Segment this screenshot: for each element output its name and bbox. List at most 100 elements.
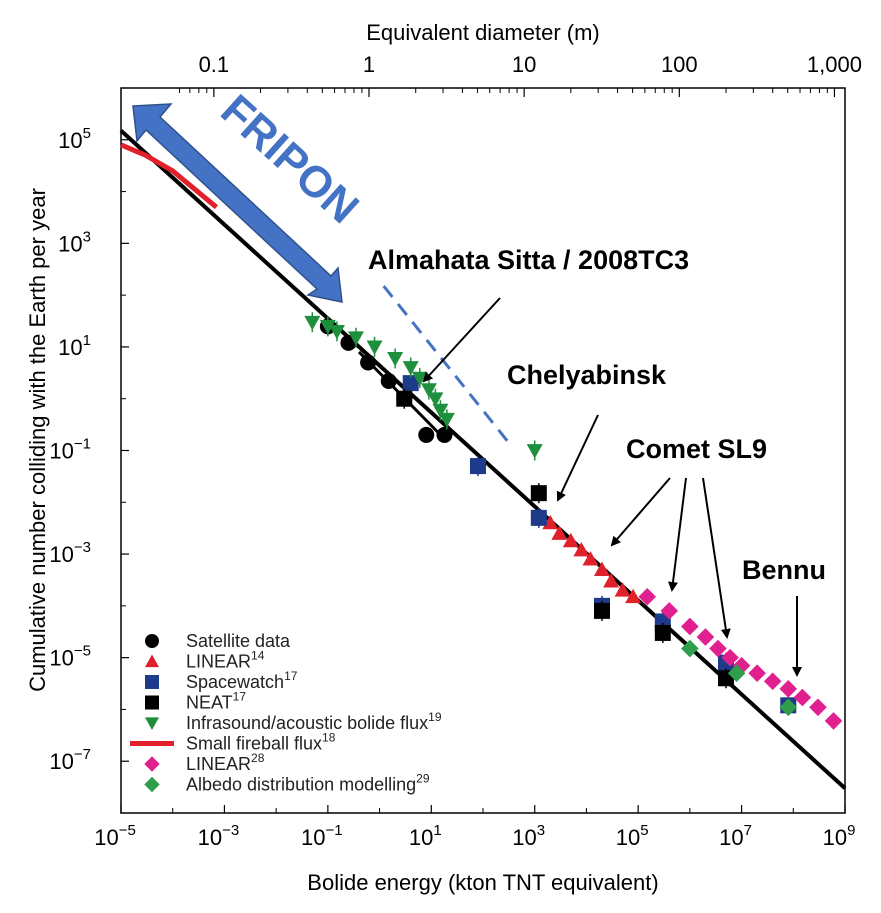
- point-linear: [573, 541, 590, 557]
- point-satellite-data: [436, 426, 453, 443]
- point-linear: [625, 588, 642, 604]
- point-linear: [593, 561, 610, 577]
- point-linear: [721, 648, 739, 667]
- legend-label: Small fireball flux18: [186, 731, 336, 754]
- x-axis-title: Bolide energy (kton TNT equivalent): [307, 870, 658, 895]
- point-linear: [763, 672, 782, 691]
- y-tick-label: 103: [58, 228, 91, 256]
- y-axis-title: Cumulative number colliding with the Ear…: [25, 188, 50, 692]
- point-linear: [824, 712, 843, 730]
- legend-label: LINEAR28: [186, 751, 265, 774]
- chelyabinsk-label: Chelyabinsk: [507, 360, 667, 390]
- legend-label: Infrasound/acoustic bolide flux19: [186, 710, 442, 733]
- almahata-label: Almahata Sitta / 2008TC3: [368, 245, 689, 275]
- legend-label: Spacewatch17: [186, 669, 298, 692]
- comet-sl9-label: Comet SL9: [626, 434, 767, 464]
- legend-swatch: [145, 695, 159, 710]
- x-tick-label: 103: [512, 822, 545, 850]
- almahata-arrow: [422, 297, 501, 383]
- point-infrasound-acoustic-bolide-flux: [432, 403, 449, 419]
- legend-swatch: [145, 654, 159, 668]
- sl9-arrow-2: [668, 477, 687, 592]
- point-linear: [709, 639, 727, 658]
- x-tick-label: 109: [823, 822, 856, 850]
- point-infrasound-acoustic-bolide-flux: [438, 412, 455, 428]
- point-albedo-distribution-modelling: [727, 664, 746, 683]
- point-albedo-distribution-modelling: [779, 698, 798, 717]
- legend-label: Albedo distribution modelling29: [186, 772, 430, 795]
- legend-label: NEAT17: [186, 690, 246, 713]
- top-tick-label: 100: [661, 52, 698, 77]
- legend-swatch: [144, 776, 160, 793]
- point-infrasound-acoustic-bolide-flux: [328, 324, 345, 340]
- point-linear: [614, 582, 631, 597]
- point-neat: [530, 485, 547, 502]
- point-neat: [593, 602, 610, 619]
- point-spacewatch: [469, 458, 486, 475]
- point-linear: [809, 698, 827, 717]
- point-linear: [582, 551, 599, 566]
- top-tick-label: 0.1: [199, 52, 230, 77]
- y-tick-label: 10−3: [49, 539, 91, 567]
- chelyabinsk-arrow: [556, 414, 599, 502]
- legend-swatch: [145, 717, 159, 730]
- y-tick-label: 105: [58, 125, 91, 153]
- x-tick-label: 107: [719, 822, 752, 850]
- annotation-arrows: [422, 297, 802, 677]
- point-albedo-distribution-modelling: [681, 639, 699, 658]
- top-tick-label: 1: [363, 52, 375, 77]
- point-satellite-data: [380, 372, 397, 389]
- legend-label: LINEAR14: [186, 649, 265, 672]
- x-tick-label: 10−1: [301, 822, 343, 850]
- y-tick-label: 10−1: [49, 436, 91, 464]
- top-tick-label: 10: [512, 52, 536, 77]
- point-linear: [681, 617, 699, 636]
- point-neat: [396, 390, 413, 407]
- point-linear: [732, 656, 751, 675]
- point-satellite-data: [360, 354, 377, 371]
- top-axis-title: Equivalent diameter (m): [366, 20, 600, 45]
- x-tick-label: 101: [409, 822, 442, 850]
- legend: Satellite dataLINEAR14Spacewatch17NEAT17…: [130, 631, 442, 795]
- point-satellite-data: [418, 426, 435, 443]
- point-linear: [793, 688, 812, 707]
- fripon-dashed-line: [382, 285, 509, 443]
- point-linear: [748, 664, 766, 683]
- point-infrasound-acoustic-bolide-flux: [526, 444, 543, 459]
- point-infrasound-acoustic-bolide-flux: [402, 361, 419, 376]
- point-infrasound-acoustic-bolide-flux: [304, 315, 321, 331]
- point-infrasound-acoustic-bolide-flux: [347, 331, 364, 346]
- point-spacewatch: [530, 509, 547, 526]
- y-tick-label: 10−5: [49, 643, 91, 671]
- point-linear: [638, 587, 657, 606]
- point-linear: [779, 680, 798, 698]
- point-spacewatch: [402, 375, 419, 392]
- legend-swatch: [144, 756, 160, 772]
- y-tick-label: 101: [58, 332, 91, 360]
- x-tick-label: 10−5: [94, 822, 136, 850]
- sl9-arrow-1: [610, 477, 671, 547]
- top-tick-label: 1,000: [807, 52, 862, 77]
- point-infrasound-acoustic-bolide-flux: [319, 319, 336, 335]
- point-neat: [654, 624, 671, 641]
- point-linear: [603, 573, 620, 588]
- point-infrasound-acoustic-bolide-flux: [366, 340, 383, 355]
- point-linear: [562, 532, 579, 548]
- legend-swatch: [145, 675, 159, 689]
- bennu-label: Bennu: [742, 555, 826, 585]
- fripon-arrow: [132, 103, 343, 303]
- x-tick-label: 10−3: [198, 822, 240, 850]
- legend-label: Satellite data: [186, 631, 291, 651]
- legend-swatch: [145, 634, 159, 648]
- point-infrasound-acoustic-bolide-flux: [427, 392, 444, 407]
- series-small-fireball-flux: [120, 142, 219, 210]
- point-linear: [696, 628, 715, 646]
- sl9-arrow-3: [702, 477, 731, 639]
- y-tick-label: 10−7: [49, 746, 91, 774]
- point-linear: [660, 602, 679, 620]
- point-linear: [551, 525, 568, 540]
- point-infrasound-acoustic-bolide-flux: [420, 383, 437, 398]
- point-infrasound-acoustic-bolide-flux: [387, 352, 404, 367]
